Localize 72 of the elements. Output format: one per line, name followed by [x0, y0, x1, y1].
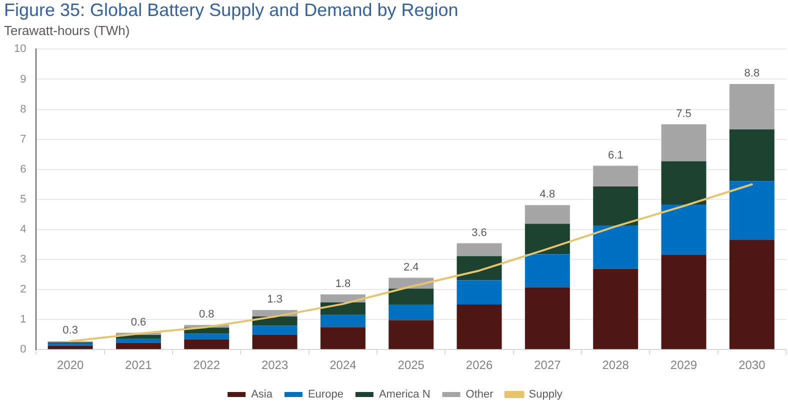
bar — [184, 339, 230, 350]
bar — [116, 342, 161, 350]
total-label: 1.8 — [335, 278, 351, 290]
x-tick-label: 2025 — [398, 358, 425, 372]
bar — [729, 181, 774, 240]
x-tick-label: 2027 — [534, 358, 562, 372]
x-tick-label: 2029 — [670, 358, 698, 372]
legend-label: Europe — [308, 388, 344, 401]
bar — [320, 327, 366, 350]
y-tick-label: 10 — [14, 43, 26, 56]
legend-label: America N — [378, 388, 430, 401]
chart-title: Figure 35: Global Battery Supply and Demand by Region — [4, 0, 458, 20]
bar — [116, 338, 161, 343]
x-tick-label: 2024 — [330, 358, 357, 372]
x-tick-label: 2030 — [738, 358, 766, 372]
y-tick-label: 5 — [20, 193, 26, 206]
y-tick-label: 7 — [20, 133, 26, 146]
total-label: 0.6 — [130, 316, 146, 328]
y-tick-label: 8 — [20, 103, 26, 116]
y-axis-title: Terawatt-hours (TWh) — [4, 22, 130, 38]
bar — [252, 326, 298, 335]
bar — [456, 304, 502, 350]
y-tick-label: 4 — [20, 223, 26, 236]
bar — [388, 288, 434, 305]
y-tick-label: 6 — [20, 163, 26, 176]
y-tick-label: 3 — [20, 254, 26, 266]
total-label: 6.1 — [608, 149, 624, 162]
total-label: 0.3 — [62, 324, 78, 337]
bar — [661, 124, 706, 162]
y-tick-label: 9 — [20, 73, 26, 86]
total-label: 4.8 — [540, 188, 556, 201]
x-tick-label: 2021 — [125, 358, 152, 372]
y-tick-label: 1 — [20, 314, 26, 326]
legend-label: Supply — [528, 388, 563, 401]
bar — [593, 226, 638, 269]
bar — [524, 254, 570, 288]
bar — [252, 334, 298, 350]
bar — [184, 334, 230, 340]
bar — [729, 240, 774, 350]
y-tick-label: 0 — [20, 344, 26, 356]
bar — [388, 304, 434, 320]
total-label: 0.8 — [198, 308, 214, 320]
x-tick-label: 2028 — [602, 358, 630, 372]
bar — [456, 280, 502, 305]
bar — [388, 320, 434, 350]
legend-label: Other — [466, 388, 494, 401]
x-tick-label: 2023 — [261, 358, 288, 372]
x-tick-label: 2022 — [193, 358, 220, 372]
x-tick-label: 2026 — [466, 358, 493, 372]
bar — [729, 129, 774, 182]
bar — [48, 346, 93, 350]
total-label: 8.8 — [744, 68, 760, 80]
bar — [661, 254, 706, 350]
bar — [593, 186, 638, 226]
legend-label: Asia — [251, 388, 274, 401]
total-label: 7.5 — [676, 108, 692, 120]
bar — [320, 314, 366, 328]
bar — [661, 161, 706, 205]
bar — [593, 268, 638, 350]
total-label: 2.4 — [403, 261, 419, 274]
bar — [456, 243, 502, 256]
bar — [729, 84, 774, 130]
bar — [593, 166, 638, 186]
y-tick-label: 2 — [20, 284, 26, 296]
bar — [456, 256, 502, 280]
bar — [524, 224, 570, 254]
bar — [524, 287, 570, 350]
x-tick-label: 2020 — [56, 358, 84, 372]
bar — [661, 204, 706, 255]
bar — [524, 205, 570, 224]
total-label: 3.6 — [472, 226, 487, 239]
total-label: 1.3 — [267, 293, 282, 306]
